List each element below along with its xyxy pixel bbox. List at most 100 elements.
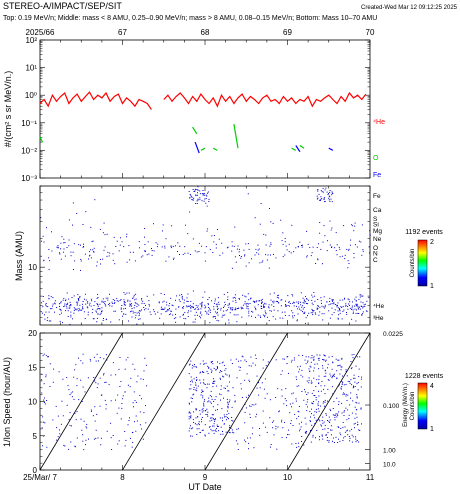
- mass-point: [265, 303, 267, 305]
- mass-point: [123, 313, 125, 315]
- speed-point: [310, 361, 312, 363]
- mass-point: [132, 251, 134, 253]
- mass-point: [266, 316, 268, 318]
- mass-point: [320, 190, 322, 192]
- mass-point: [89, 304, 90, 306]
- mass-point: [339, 310, 341, 312]
- mass-point: [183, 302, 185, 304]
- speed-point: [103, 358, 105, 360]
- mass-point: [199, 199, 201, 201]
- mass-point: [132, 312, 134, 314]
- mass-point: [282, 317, 284, 319]
- mass-point: [154, 313, 156, 315]
- mass-point: [355, 320, 357, 322]
- speed-point: [297, 410, 299, 412]
- mass-point: [368, 252, 370, 254]
- mass-point: [304, 312, 305, 314]
- speed-point: [327, 379, 329, 381]
- mass-point: [228, 302, 230, 304]
- speed-point: [262, 359, 264, 361]
- mass-point: [244, 254, 246, 256]
- speed-point: [292, 402, 294, 404]
- mass-point: [79, 309, 81, 311]
- mass-point: [184, 246, 186, 248]
- speed-point: [220, 378, 221, 380]
- mass-point: [158, 301, 160, 303]
- mass-point: [329, 301, 331, 302]
- speed-point: [318, 410, 320, 412]
- speed-point: [338, 427, 340, 428]
- speed-point: [350, 368, 352, 370]
- mass-point: [81, 309, 83, 311]
- speed-point: [213, 418, 214, 420]
- mass-point: [170, 310, 172, 312]
- speed-point: [324, 401, 326, 403]
- mass-point: [83, 311, 85, 313]
- speed-point: [196, 387, 198, 389]
- mass-point: [80, 260, 82, 262]
- mass-point: [331, 247, 332, 248]
- mass-point: [185, 318, 187, 320]
- mass-point: [134, 317, 136, 319]
- speed-point: [262, 410, 264, 412]
- speed-point: [41, 392, 43, 394]
- mass-point: [205, 202, 207, 204]
- speed-point: [201, 389, 203, 391]
- speed-point: [121, 407, 123, 409]
- mass-point: [127, 300, 129, 302]
- mass-point: [359, 294, 361, 296]
- speed-point: [306, 394, 308, 395]
- mass-point: [48, 311, 50, 313]
- speed-point: [201, 409, 203, 411]
- mass-point: [231, 309, 233, 311]
- mass-point: [357, 307, 359, 309]
- speed-point: [338, 438, 339, 440]
- mass-point: [320, 300, 322, 302]
- mass-color-bar-label: Counts/bin: [410, 249, 416, 278]
- speed-point: [73, 398, 75, 400]
- speed-point: [122, 395, 124, 397]
- speed-point: [207, 411, 209, 413]
- mass-point: [99, 314, 101, 316]
- speed-point: [80, 360, 82, 362]
- mass-point: [46, 320, 48, 321]
- mass-point: [141, 298, 143, 299]
- mass-point: [302, 308, 304, 310]
- speed-point: [43, 353, 45, 355]
- mass-point: [228, 322, 230, 324]
- mass-point: [322, 187, 324, 189]
- mass-point: [329, 317, 331, 319]
- speed-point: [301, 391, 303, 392]
- mass-point: [47, 306, 49, 308]
- mass-point: [112, 253, 114, 255]
- speed-point: [42, 416, 44, 418]
- speed-point: [318, 383, 320, 385]
- speed-point: [216, 366, 218, 368]
- mass-point: [281, 299, 283, 301]
- speed-point: [255, 416, 257, 418]
- date-tick-label: 9: [203, 473, 208, 482]
- speed-point: [331, 368, 333, 370]
- speed-point: [359, 430, 361, 431]
- mass-point: [362, 307, 364, 309]
- mass-point: [187, 312, 189, 314]
- mass-point: [295, 247, 297, 249]
- mass-point: [227, 299, 229, 301]
- mass-point: [182, 314, 184, 316]
- mass-point: [323, 306, 325, 308]
- mass-point: [213, 306, 215, 308]
- mass-point: [304, 311, 306, 313]
- mass-point: [347, 249, 349, 251]
- mass-point: [258, 300, 260, 302]
- speed-point: [328, 420, 330, 422]
- speed-point: [351, 384, 353, 386]
- mass-point: [338, 314, 340, 316]
- mass-point: [223, 293, 225, 295]
- mass-point: [68, 298, 70, 300]
- mass-point: [160, 292, 162, 294]
- speed-point: [237, 443, 239, 445]
- mass-point: [70, 304, 72, 306]
- speed-point: [263, 388, 265, 390]
- mass-point: [76, 304, 78, 306]
